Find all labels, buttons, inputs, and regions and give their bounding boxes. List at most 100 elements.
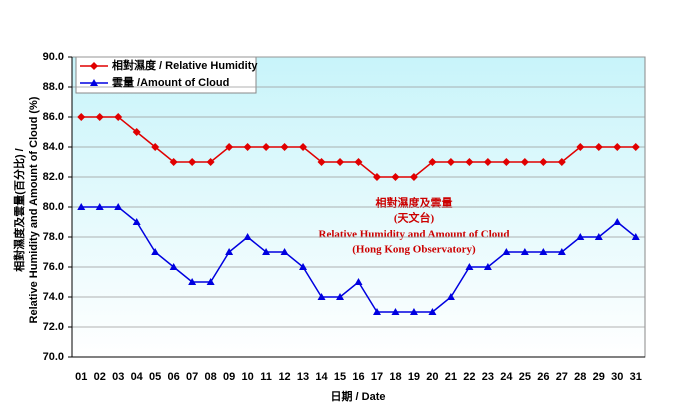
marker bbox=[299, 263, 308, 270]
marker bbox=[317, 293, 326, 300]
marker bbox=[280, 143, 289, 151]
marker bbox=[132, 128, 141, 136]
x-tick-label: 31 bbox=[630, 371, 642, 383]
x-tick-label: 21 bbox=[445, 371, 457, 383]
marker bbox=[594, 233, 603, 240]
marker bbox=[169, 158, 178, 166]
x-tick-label: 27 bbox=[556, 371, 568, 383]
marker bbox=[446, 158, 455, 166]
marker bbox=[428, 308, 437, 315]
y-tick-label: 90.0 bbox=[43, 51, 64, 63]
marker bbox=[576, 143, 585, 151]
marker bbox=[354, 158, 363, 166]
annotation: (天文台) bbox=[394, 211, 435, 225]
marker bbox=[280, 248, 289, 255]
x-tick-label: 10 bbox=[241, 371, 253, 383]
marker bbox=[225, 143, 234, 151]
y-tick-label: 72.0 bbox=[43, 321, 64, 333]
marker bbox=[336, 158, 345, 166]
marker bbox=[114, 203, 123, 210]
marker bbox=[354, 278, 363, 285]
x-tick-label: 20 bbox=[426, 371, 438, 383]
marker bbox=[576, 233, 585, 240]
y-tick-label: 76.0 bbox=[43, 261, 64, 273]
marker bbox=[372, 173, 381, 181]
y-tick-label: 88.0 bbox=[43, 81, 64, 93]
x-tick-label: 09 bbox=[223, 371, 235, 383]
y-tick-label: 74.0 bbox=[43, 291, 64, 303]
marker bbox=[613, 218, 622, 225]
marker bbox=[336, 293, 345, 300]
marker bbox=[299, 143, 308, 151]
marker bbox=[502, 158, 511, 166]
y-tick-label: 78.0 bbox=[43, 231, 64, 243]
marker bbox=[520, 158, 529, 166]
marker bbox=[262, 248, 271, 255]
x-tick-label: 17 bbox=[371, 371, 383, 383]
marker bbox=[90, 62, 98, 70]
marker bbox=[409, 173, 418, 181]
x-tick-label: 29 bbox=[593, 371, 605, 383]
marker bbox=[613, 143, 622, 151]
marker bbox=[465, 263, 474, 270]
marker bbox=[114, 113, 123, 121]
marker bbox=[502, 248, 511, 255]
x-tick-label: 18 bbox=[389, 371, 401, 383]
x-tick-label: 25 bbox=[519, 371, 531, 383]
y-tick-label: 84.0 bbox=[43, 141, 64, 153]
x-tick-label: 06 bbox=[168, 371, 180, 383]
y-axis-title: 相對濕度及雲量(百分比) / bbox=[12, 148, 26, 271]
marker bbox=[557, 158, 566, 166]
marker bbox=[77, 113, 86, 121]
marker bbox=[539, 248, 548, 255]
y-tick-label: 70.0 bbox=[43, 351, 64, 363]
x-tick-label: 02 bbox=[94, 371, 106, 383]
marker bbox=[446, 293, 455, 300]
marker bbox=[77, 203, 86, 210]
x-tick-label: 01 bbox=[75, 371, 87, 383]
annotation: (Hong Kong Observatory) bbox=[352, 244, 476, 256]
marker bbox=[169, 263, 178, 270]
y-tick-label: 80.0 bbox=[43, 201, 64, 213]
x-tick-label: 15 bbox=[334, 371, 346, 383]
marker bbox=[391, 173, 400, 181]
x-tick-label: 03 bbox=[112, 371, 124, 383]
marker bbox=[243, 143, 252, 151]
marker bbox=[151, 143, 160, 151]
x-tick-label: 22 bbox=[463, 371, 475, 383]
marker bbox=[95, 113, 104, 121]
marker bbox=[594, 143, 603, 151]
legend-label: 雲量 /Amount of Cloud bbox=[112, 76, 229, 89]
marker bbox=[206, 158, 215, 166]
marker bbox=[188, 158, 197, 166]
marker bbox=[409, 308, 418, 315]
x-tick-label: 23 bbox=[482, 371, 494, 383]
marker bbox=[90, 79, 98, 86]
marker bbox=[151, 248, 160, 255]
marker bbox=[465, 158, 474, 166]
x-tick-label: 14 bbox=[315, 371, 328, 383]
marker bbox=[317, 158, 326, 166]
x-tick-label: 05 bbox=[149, 371, 161, 383]
x-tick-label: 16 bbox=[352, 371, 364, 383]
marker bbox=[372, 308, 381, 315]
x-tick-label: 08 bbox=[205, 371, 217, 383]
annotation: 相對濕度及雲量 bbox=[376, 196, 453, 210]
marker bbox=[95, 203, 104, 210]
marker bbox=[428, 158, 437, 166]
x-tick-label: 28 bbox=[574, 371, 586, 383]
marker bbox=[206, 278, 215, 285]
marker bbox=[631, 233, 640, 240]
marker bbox=[483, 263, 492, 270]
x-tick-label: 19 bbox=[408, 371, 420, 383]
y-tick-label: 82.0 bbox=[43, 171, 64, 183]
marker bbox=[483, 158, 492, 166]
x-tick-label: 13 bbox=[297, 371, 309, 383]
y-tick-label: 86.0 bbox=[43, 111, 64, 123]
marker bbox=[557, 248, 566, 255]
marker bbox=[391, 308, 400, 315]
marker bbox=[225, 248, 234, 255]
marker bbox=[631, 143, 640, 151]
x-tick-label: 30 bbox=[611, 371, 623, 383]
